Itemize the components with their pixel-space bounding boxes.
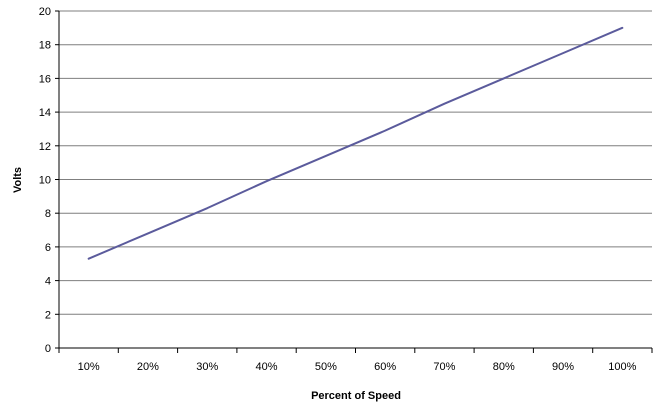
- x-tick-label: 10%: [78, 361, 100, 373]
- y-tick-label: 14: [39, 107, 51, 119]
- y-tick-label: 8: [45, 208, 51, 220]
- y-tick-label: 6: [45, 242, 51, 254]
- x-axis-title: Percent of Speed: [311, 390, 401, 402]
- axes: [55, 10, 653, 353]
- x-tick-label: 70%: [433, 361, 455, 373]
- x-tick-labels: 10% 20% 30% 40% 50% 60% 70% 80% 90% 100%: [78, 361, 637, 373]
- y-axis-title: Volts: [12, 167, 24, 193]
- x-tick-label: 40%: [256, 361, 278, 373]
- x-tick-label: 90%: [552, 361, 574, 373]
- series-layer: [87, 26, 624, 260]
- series-line: [87, 26, 624, 260]
- x-tick-label: 80%: [493, 361, 515, 373]
- y-tick-label: 12: [39, 141, 51, 153]
- gridlines: [59, 10, 652, 315]
- y-tick-label: 10: [39, 175, 51, 187]
- x-tick-label: 50%: [315, 361, 337, 373]
- y-tick-label: 2: [45, 309, 51, 321]
- x-tick-label: 30%: [196, 361, 218, 373]
- x-tick-label: 20%: [137, 361, 159, 373]
- y-tick-labels: 0 2 4 6 8 10 12 14 16 18 20: [39, 6, 51, 355]
- x-tick-label: 60%: [374, 361, 396, 373]
- y-tick-label: 4: [45, 276, 51, 288]
- y-tick-label: 18: [39, 40, 51, 52]
- x-tick-label: 100%: [608, 361, 636, 373]
- y-tick-label: 20: [39, 6, 51, 18]
- y-tick-label: 0: [45, 343, 51, 355]
- y-tick-label: 16: [39, 73, 51, 85]
